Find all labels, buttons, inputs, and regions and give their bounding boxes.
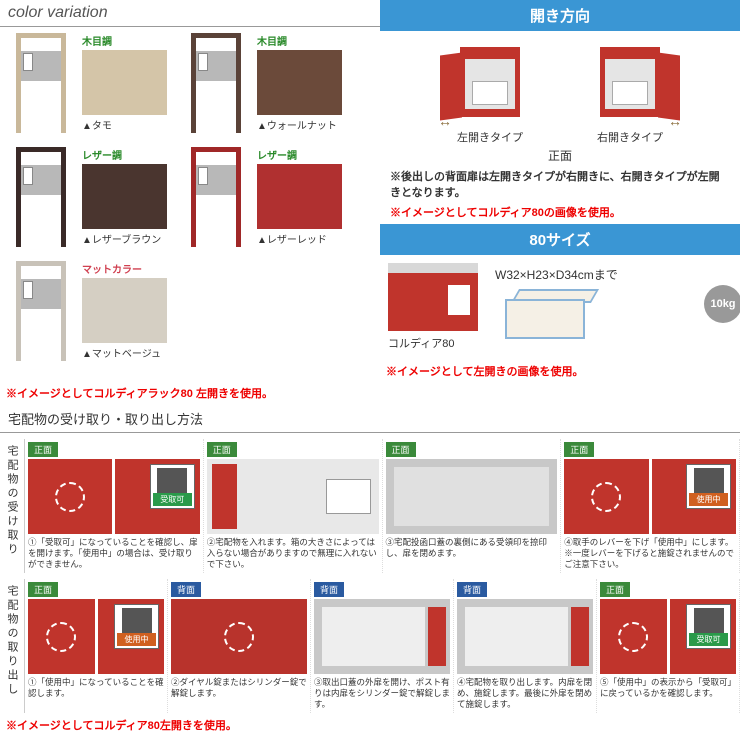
open-note-1: ※後出しの背面扉は左開きタイプが右開きに、右開きタイプが左開きとなります。 — [380, 164, 740, 204]
step: 正面 受取可 ①「受取可」になっていることを確認し、扉を開けます。「使用中」の場… — [25, 439, 204, 573]
cv-item: 木目調 ▲タモ — [6, 33, 181, 143]
cv-group-label: 木目調 — [257, 33, 347, 48]
open-center-label: 正面 — [380, 147, 740, 164]
section-title-color-variation: color variation — [0, 0, 380, 27]
open-left-label: 左開きタイプ — [430, 129, 550, 145]
step-caption: ④宅配物を取り出します。内扉を閉め、施錠します。最後に外扉を閉めて施錠します。 — [457, 677, 593, 710]
vlabel-takeout: 宅配物の取り出し — [0, 579, 25, 713]
step-caption: ②ダイヤル錠またはシリンダー錠で解錠します。 — [171, 677, 307, 699]
cv-variant-name: ▲タモ — [82, 117, 172, 132]
cv-item: レザー調 ▲レザーレッド — [181, 147, 356, 257]
cv-rack-image — [6, 147, 76, 257]
cv-swatch — [82, 50, 167, 115]
cv-item: マットカラー ▲マットベージュ — [6, 261, 181, 371]
cv-swatch — [82, 278, 167, 343]
step-caption: ①「受取可」になっていることを確認し、扉を開けます。「使用中」の場合は、受け取り… — [28, 537, 200, 570]
step-tag: 正面 — [207, 442, 237, 457]
step-image — [314, 599, 450, 674]
vlabel-receive: 宅配物の受け取り — [0, 439, 25, 573]
size-product-image — [388, 263, 478, 331]
step: 正面 使用中 ④取手のレバーを下げ「使用中」にします。※一度レバーを下げると施錠… — [561, 439, 740, 573]
step-caption: ①「使用中」になっていることを確認します。 — [28, 677, 164, 699]
step-caption: ⑤「使用中」の表示から「受取可」に戻っているかを確認します。 — [600, 677, 736, 699]
step: 正面 受取可 ⑤「使用中」の表示から「受取可」に戻っているかを確認します。 — [597, 579, 740, 713]
step-tag: 正面 — [386, 442, 416, 457]
cv-rack-image — [181, 33, 251, 143]
step-caption: ③宅配投函口蓋の裏側にある受領印を捺印し、扉を閉めます。 — [386, 537, 558, 559]
cv-item: レザー調 ▲レザーブラウン — [6, 147, 181, 257]
weight-badge: 10kg — [704, 285, 740, 323]
step: 背面 ②ダイヤル錠またはシリンダー錠で解錠します。 — [168, 579, 311, 713]
cv-swatch — [82, 164, 167, 229]
step-image — [28, 599, 95, 674]
step: 正面 ②宅配物を入れます。箱の大きさによっては入らない場合がありますので無理に入… — [204, 439, 383, 573]
cv-note: ※イメージとしてコルディアラック80 左開きを使用。 — [0, 381, 380, 405]
cv-rack-image — [6, 33, 76, 143]
step-tag: 正面 — [28, 442, 58, 457]
step-tag: 背面 — [171, 582, 201, 597]
step-image — [564, 459, 648, 534]
size-note: ※イメージとして左開きの画像を使用。 — [380, 359, 740, 383]
step-caption: ②宅配物を入れます。箱の大きさによっては入らない場合がありますので無理に入れない… — [207, 537, 379, 570]
open-right-label: 右開きタイプ — [570, 129, 690, 145]
step-tag: 正面 — [564, 442, 594, 457]
step-caption: ③取出口蓋の外扉を開け、ポスト有りは内扉をシリンダー錠で解錠します。 — [314, 677, 450, 710]
cv-group-label: マットカラー — [82, 261, 172, 276]
step-image-zoom: 受取可 — [670, 599, 737, 674]
step-tag: 背面 — [314, 582, 344, 597]
cv-group-label: レザー調 — [257, 147, 347, 162]
step-image — [457, 599, 593, 674]
open-right-image: ↔ — [570, 39, 690, 129]
step-image-zoom: 受取可 — [115, 459, 199, 534]
step: 正面 使用中 ①「使用中」になっていることを確認します。 — [25, 579, 168, 713]
step-image-zoom: 使用中 — [98, 599, 165, 674]
step-image — [600, 599, 667, 674]
step-tag: 正面 — [28, 582, 58, 597]
step: 背面 ③取出口蓋の外扉を開け、ポスト有りは内扉をシリンダー錠で解錠します。 — [311, 579, 454, 713]
cv-swatch — [257, 50, 342, 115]
size-product-name: コルディア80 — [388, 335, 483, 351]
section-title-instructions: 宅配物の受け取り・取り出し方法 — [0, 405, 740, 433]
bottom-note: ※イメージとしてコルディア80左開きを使用。 — [0, 713, 740, 737]
cv-rack-image — [6, 261, 76, 371]
cv-rack-image — [181, 147, 251, 257]
cv-group-label: 木目調 — [82, 33, 172, 48]
step-image — [386, 459, 558, 534]
step-caption: ④取手のレバーを下げ「使用中」にします。※一度レバーを下げると施錠されませんので… — [564, 537, 736, 570]
step: 背面 ④宅配物を取り出します。内扉を閉め、施錠します。最後に外扉を閉めて施錠しま… — [454, 579, 597, 713]
step: 正面 ③宅配投函口蓋の裏側にある受領印を捺印し、扉を閉めます。 — [383, 439, 562, 573]
cv-variant-name: ▲ウォールナット — [257, 117, 347, 132]
step-tag: 背面 — [457, 582, 487, 597]
step-image — [171, 599, 307, 674]
size-dims: W32×H23×D34cmまで — [495, 266, 732, 283]
cv-variant-name: ▲レザーレッド — [257, 231, 347, 246]
cv-swatch — [257, 164, 342, 229]
cv-item: 木目調 ▲ウォールナット — [181, 33, 356, 143]
banner-open-direction: 開き方向 — [380, 0, 740, 31]
step-image — [207, 459, 379, 534]
cv-variant-name: ▲マットベージュ — [82, 345, 172, 360]
open-note-2: ※イメージとしてコルディア80の画像を使用。 — [380, 204, 740, 224]
step-tag: 正面 — [600, 582, 630, 597]
open-left-image: ↔ — [430, 39, 550, 129]
banner-size: 80サイズ — [380, 224, 740, 255]
cv-group-label: レザー調 — [82, 147, 172, 162]
step-image-zoom: 使用中 — [652, 459, 736, 534]
cv-variant-name: ▲レザーブラウン — [82, 231, 172, 246]
step-image — [28, 459, 112, 534]
size-box-image — [495, 289, 605, 349]
